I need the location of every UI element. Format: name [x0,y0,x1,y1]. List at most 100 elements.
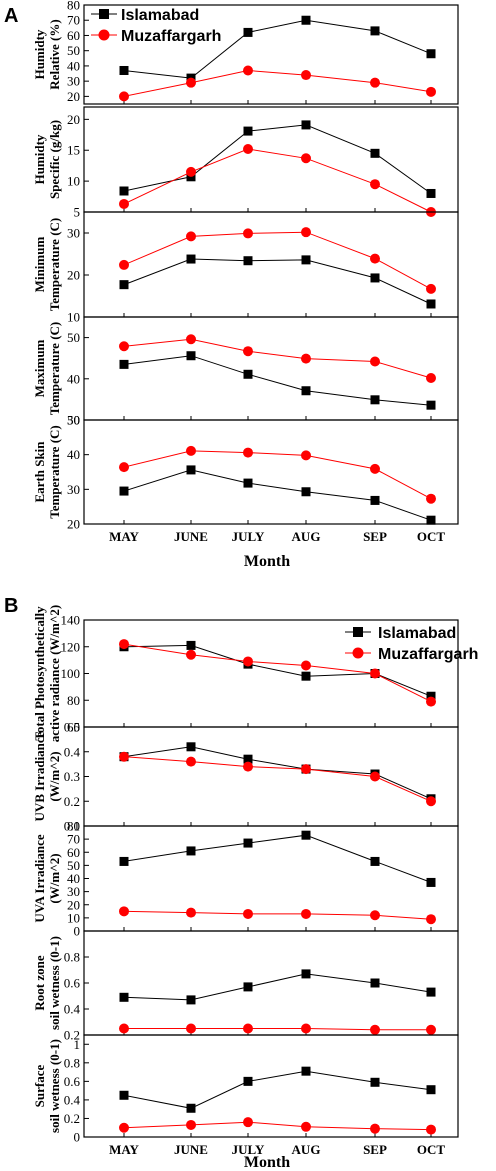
data-point-muzaffargarh [186,756,196,767]
y-tick-label: 20 [67,268,80,283]
plot-frame [83,930,459,1036]
legend-label-muzaffargarh: Muzaffargarh [121,28,221,45]
data-point-muzaffargarh [243,1023,253,1034]
plot-frame [83,419,459,525]
series-line-islamabad [123,1070,432,1109]
plot-frame [83,726,459,827]
data-point-islamabad [301,120,311,130]
data-point-muzaffargarh [186,445,196,456]
y-axis-title-line: Humidty [32,134,47,184]
series-line-islamabad [123,644,432,697]
plot-frame [83,825,459,932]
data-point-islamabad [426,1085,436,1095]
data-point-muzaffargarh [426,493,436,504]
data-point-islamabad [243,27,253,37]
data-point-muzaffargarh [370,253,380,264]
data-point-islamabad [301,1066,311,1076]
y-axis-title-line: (W/m^2) [47,853,62,903]
data-point-muzaffargarh [243,656,253,667]
series-line-muzaffargarh [123,450,432,500]
legend-marker-muzaffargarh [352,647,364,659]
y-tick-label: 0.1 [64,819,80,834]
x-tick-label: JULY [232,529,265,544]
data-point-muzaffargarh [370,179,380,190]
y-tick-label: 80 [67,819,80,834]
plot-frame [83,211,459,318]
legend-marker-islamabad [353,627,363,637]
y-tick-label: 80 [67,693,80,708]
data-point-islamabad [301,255,311,265]
y-axis-title-line: Humidty [32,29,47,79]
y-axis-title-line: Temperature (C) [47,218,62,312]
y-tick-label: 40 [67,871,80,886]
data-point-islamabad [426,987,436,997]
series-line-islamabad [123,124,432,194]
series-line-muzaffargarh [123,756,432,802]
data-point-islamabad [370,856,380,866]
data-point-islamabad [119,359,129,369]
chart-3: 10 20 30 Minimum Temperature (C) [32,211,459,325]
data-point-muzaffargarh [186,649,196,660]
data-point-muzaffargarh [301,1121,311,1132]
y-tick-label: 10 [67,174,80,189]
y-tick-label: 0.8 [64,1055,80,1070]
data-point-muzaffargarh [370,1123,380,1134]
legend-label-muzaffargarh: Muzaffargarh [378,646,478,663]
data-point-islamabad [426,515,436,525]
data-point-muzaffargarh [243,447,253,458]
x-tick-label: MAY [109,529,139,544]
data-point-muzaffargarh [243,65,253,76]
data-point-islamabad [301,386,311,396]
panel-a-label: A [4,5,18,27]
data-point-islamabad [186,640,196,650]
y-tick-label: 1 [74,1037,81,1052]
plot-frame [83,4,459,105]
series-line-islamabad [123,258,432,305]
data-point-islamabad [426,400,436,410]
data-point-muzaffargarh [370,771,380,782]
data-point-muzaffargarh [119,462,129,473]
data-point-muzaffargarh [243,1117,253,1128]
data-point-islamabad [426,49,436,59]
data-point-islamabad [186,742,196,752]
data-point-muzaffargarh [243,228,253,239]
y-tick-label: 0.2 [64,794,80,809]
panel-b: B Month [4,595,290,1171]
y-tick-label: 0 [74,1130,81,1145]
x-tick-label: OCT [417,529,446,544]
y-axis-title-line: Specific (g/kg) [47,120,62,199]
chart-2: 5 10 15 20 Humidty Specific (g/kg) [32,106,459,220]
series-line-muzaffargarh [123,338,432,379]
data-point-islamabad [243,478,253,488]
y-tick-label: 50 [67,330,80,345]
data-point-muzaffargarh [426,696,436,707]
y-tick-label: 50 [67,858,80,873]
chart-5: 20 30 40 50 MAY JUNE JULY AUG SEP OCT Earth Skin Te… [32,413,459,544]
y-axis-title-line: Maximum [32,339,47,397]
data-point-muzaffargarh [370,463,380,474]
data-point-muzaffargarh [301,908,311,919]
series-line-muzaffargarh [123,69,432,97]
series-line-muzaffargarh [124,1028,431,1031]
data-point-muzaffargarh [186,77,196,88]
data-point-muzaffargarh [426,796,436,807]
x-tick-label: JUNE [174,529,208,544]
series-line-muzaffargarh [123,231,432,290]
data-point-muzaffargarh [119,1023,129,1034]
data-point-muzaffargarh [186,1023,196,1034]
y-tick-label: 30 [67,413,80,428]
data-point-muzaffargarh [301,1023,311,1034]
y-tick-label: 0.4 [64,744,81,759]
data-point-muzaffargarh [119,259,129,270]
data-point-islamabad [370,395,380,405]
data-point-islamabad [370,495,380,505]
y-tick-label: 10 [67,310,80,325]
y-axis-title-line: Earth Skin [32,441,47,503]
data-point-islamabad [119,1090,129,1100]
data-point-islamabad [370,148,380,158]
data-point-islamabad [243,754,253,764]
data-point-muzaffargarh [301,450,311,461]
y-tick-label: 80 [67,0,80,13]
data-point-muzaffargarh [186,231,196,242]
